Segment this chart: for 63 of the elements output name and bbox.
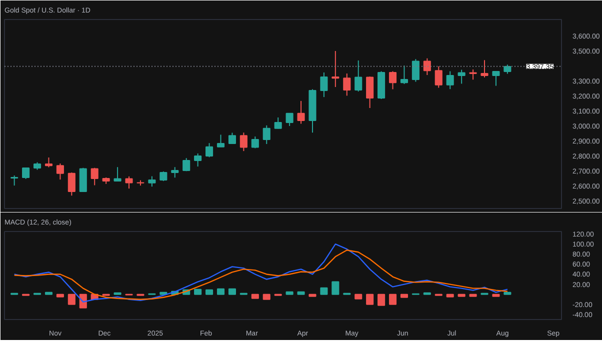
bar [286, 291, 294, 295]
candlestick [216, 134, 225, 148]
candlestick [343, 73, 351, 96]
candlestick [240, 132, 248, 152]
bar [400, 294, 408, 298]
bar [251, 294, 259, 299]
candlestick [446, 70, 454, 90]
candlestick [469, 68, 477, 80]
bar [504, 292, 512, 295]
candlestick [160, 170, 168, 182]
candlestick [286, 112, 294, 126]
bar [320, 287, 328, 295]
bar [388, 294, 397, 305]
bar [308, 294, 316, 297]
candlestick [400, 65, 408, 84]
candlestick [44, 157, 53, 168]
bar [354, 294, 362, 300]
candlestick [79, 167, 87, 192]
candlestick [504, 64, 512, 74]
bar [68, 294, 76, 305]
bar [206, 289, 214, 295]
line-series [14, 250, 508, 300]
bar [458, 294, 466, 297]
bar [492, 294, 500, 297]
candlestick [480, 60, 488, 78]
bar [228, 288, 236, 295]
candlestick [206, 142, 214, 158]
candlestick [194, 152, 202, 167]
candlestick [182, 158, 190, 172]
bar [297, 291, 305, 295]
bar [469, 294, 477, 297]
candlestick [332, 50, 340, 88]
bar [378, 294, 386, 306]
candlestick [412, 58, 420, 82]
bar [216, 288, 225, 295]
candlestick [171, 166, 179, 178]
candlestick [10, 175, 18, 186]
candlestick [114, 166, 122, 182]
bar [366, 294, 374, 305]
bar [194, 288, 202, 295]
bar [446, 294, 454, 298]
bar [56, 294, 64, 298]
candlestick [148, 176, 156, 188]
bar [262, 294, 270, 300]
candlestick [125, 176, 133, 190]
candlestick [56, 163, 64, 180]
candlestick [423, 58, 431, 76]
candlestick [434, 66, 442, 88]
candlestick [388, 70, 397, 90]
candlestick [297, 100, 305, 124]
bar [332, 281, 340, 295]
candlestick [458, 69, 466, 84]
candlestick [68, 172, 76, 196]
candlestick [262, 124, 270, 144]
candlestick [492, 71, 500, 86]
candlestick [366, 76, 374, 108]
candlestick [274, 116, 282, 130]
candlestick [320, 72, 328, 98]
bar [44, 292, 53, 295]
candlestick [354, 60, 362, 92]
candlestick [90, 167, 98, 186]
candlestick [22, 167, 30, 180]
line-series [14, 243, 508, 302]
